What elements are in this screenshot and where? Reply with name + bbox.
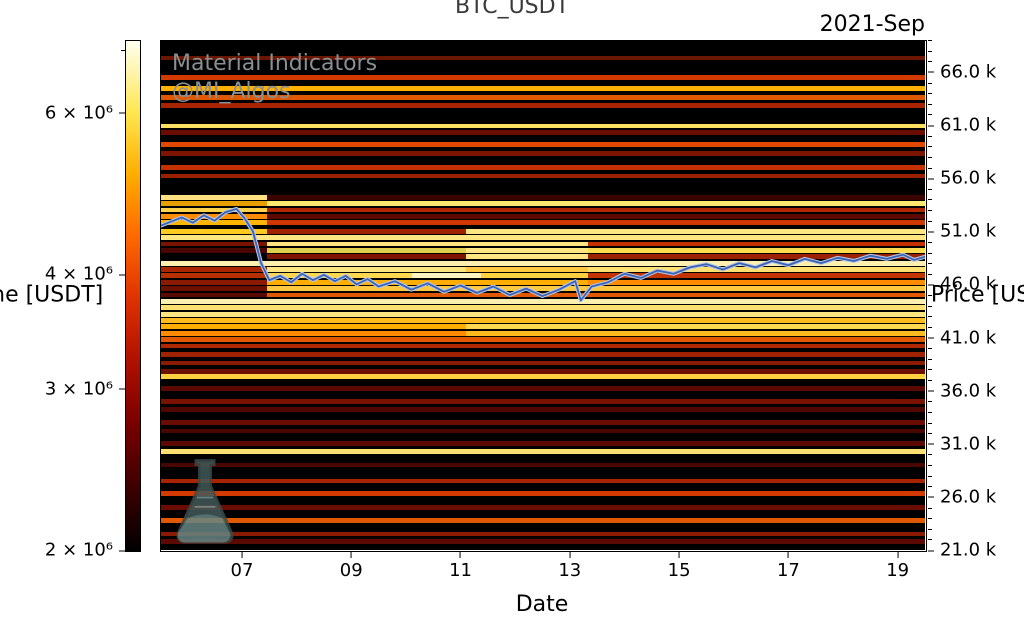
- heat-row: [160, 195, 925, 200]
- date-tick: 09: [340, 552, 363, 581]
- chart-frame: { "title": "BTC_USDT", "date_stamp": "20…: [0, 0, 1024, 621]
- date-axis-label: Date: [516, 592, 569, 617]
- heat-row: [160, 299, 925, 304]
- date-tick: 19: [886, 552, 909, 581]
- heat-row: [160, 337, 925, 342]
- heat-row: [160, 361, 925, 366]
- heat-row: [160, 151, 925, 156]
- heat-row: [160, 242, 925, 247]
- price-tick: 21.0 k: [928, 540, 996, 561]
- heat-row: [160, 429, 925, 434]
- heat-row: [160, 386, 925, 391]
- date-tick: 17: [777, 552, 800, 581]
- date-tick: 15: [668, 552, 691, 581]
- heat-row: [160, 208, 925, 213]
- heat-row: [160, 420, 925, 425]
- heat-row: [160, 235, 925, 240]
- heat-row: [160, 491, 925, 496]
- heat-row: [160, 174, 925, 179]
- watermark-line2: @MI_Algos: [172, 78, 377, 106]
- heat-row: [160, 273, 925, 278]
- heat-row: [160, 293, 925, 298]
- date-tick: 11: [449, 552, 472, 581]
- heat-row: [160, 130, 925, 135]
- price-tick: 26.0 k: [928, 486, 996, 507]
- heat-row: [160, 286, 925, 291]
- heat-row: [160, 331, 925, 336]
- heat-row: [160, 344, 925, 349]
- plot-area: Material Indicators @MI_Algos: [160, 40, 925, 550]
- heat-row: [160, 449, 925, 454]
- heat-row: [160, 318, 925, 323]
- heat-row: [160, 479, 925, 484]
- heat-row: [160, 369, 925, 374]
- heat-row: [160, 399, 925, 404]
- heat-row: [160, 267, 925, 272]
- heat-row: [160, 261, 925, 266]
- heat-row: [160, 312, 925, 317]
- heat-row: [160, 165, 925, 170]
- heat-row: [160, 248, 925, 253]
- heat-row: [160, 352, 925, 357]
- heat-row: [160, 532, 925, 537]
- colorbar-ticks: 2 × 10⁶3 × 10⁶4 × 10⁶6 × 10⁶: [125, 40, 139, 550]
- colorbar-tick: 4 × 10⁶: [45, 264, 125, 285]
- heat-row: [160, 463, 925, 468]
- colorbar-tick: 3 × 10⁶: [45, 378, 125, 399]
- watermark: Material Indicators @MI_Algos: [172, 50, 377, 105]
- heat-row: [160, 214, 925, 219]
- heat-row: [160, 142, 925, 147]
- colorbar-tick: 2 × 10⁶: [45, 540, 125, 561]
- price-tick: 41.0 k: [928, 327, 996, 348]
- heat-row: [160, 505, 925, 510]
- price-tick: 36.0 k: [928, 380, 996, 401]
- heat-row: [160, 229, 925, 234]
- colorbar-tick: 6 × 10⁶: [45, 102, 125, 123]
- flask-icon: [170, 458, 240, 544]
- heat-row: [160, 518, 925, 523]
- price-tick: 61.0 k: [928, 115, 996, 136]
- heat-row: [160, 407, 925, 412]
- date-tick: 07: [231, 552, 254, 581]
- price-tick: 66.0 k: [928, 61, 996, 82]
- heat-row: [160, 254, 925, 259]
- heat-row: [160, 539, 925, 544]
- watermark-line1: Material Indicators: [172, 50, 377, 78]
- colorbar-label: Volume [USDT]: [0, 283, 103, 308]
- price-tick: 51.0 k: [928, 221, 996, 242]
- date-tick: 13: [558, 552, 581, 581]
- heat-row: [160, 201, 925, 206]
- heat-row: [160, 305, 925, 310]
- heat-row: [160, 220, 925, 225]
- price-tick: 56.0 k: [928, 168, 996, 189]
- heat-row: [160, 441, 925, 446]
- heat-row: [160, 280, 925, 285]
- price-tick: 31.0 k: [928, 433, 996, 454]
- date-stamp: 2021-Sep: [820, 12, 925, 37]
- heat-row: [160, 324, 925, 329]
- heat-row: [160, 374, 925, 379]
- heat-row: [160, 124, 925, 129]
- price-axis-label: Price [USDT]: [931, 283, 1024, 308]
